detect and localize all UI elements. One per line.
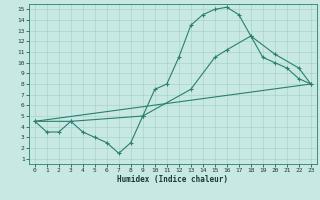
X-axis label: Humidex (Indice chaleur): Humidex (Indice chaleur) <box>117 175 228 184</box>
